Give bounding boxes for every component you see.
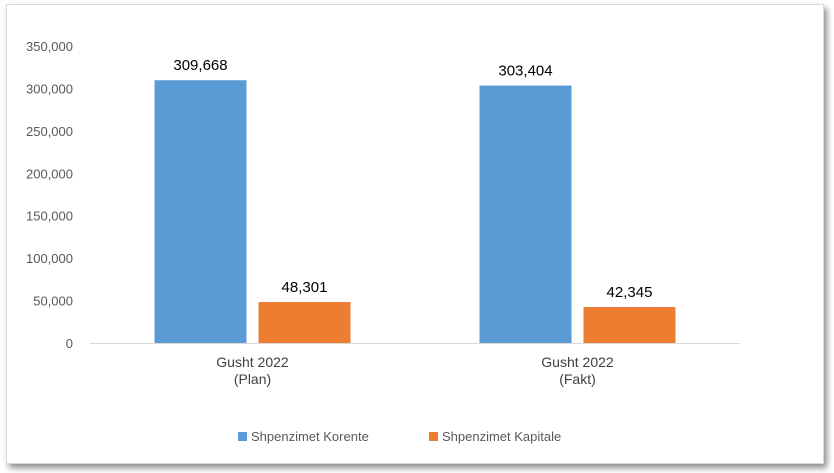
legend-label: Shpenzimet Korente [251,429,369,444]
x-tick-label: Gusht 2022 [541,354,614,370]
bar [154,80,247,344]
legend: Shpenzimet Korente Shpenzimet Kapitale [238,429,561,444]
bar [258,302,351,343]
y-tick-label: 50,000 [33,294,73,309]
bars [154,80,676,344]
chart-frame [6,4,824,464]
y-tick-label: 100,000 [26,251,73,266]
data-label: 309,668 [173,57,227,74]
bar [479,85,572,343]
x-tick-label: (Fakt) [559,371,596,387]
data-label: 42,345 [607,284,653,301]
x-tick-label: (Plan) [234,371,271,387]
y-tick-label: 350,000 [26,39,73,54]
category-labels: Gusht 2022(Plan)Gusht 2022(Fakt) [216,354,614,387]
data-label: 48,301 [282,279,328,296]
data-labels: 309,668 48,301 303,404 42,345 [173,57,652,301]
legend-label: Shpenzimet Kapitale [442,429,561,444]
data-label: 303,404 [498,63,552,80]
bar [583,307,676,343]
y-tick-label: 150,000 [26,209,73,224]
x-tick-label: Gusht 2022 [216,354,289,370]
y-tick-label: 250,000 [26,124,73,139]
legend-swatch [429,432,438,441]
legend-swatch [238,432,247,441]
y-tick-label: 300,000 [26,81,73,96]
y-tick-label: 200,000 [26,166,73,181]
y-tick-label: 0 [66,336,73,351]
y-axis-ticks: 0 50,000 100,000 150,000 200,000 250,000 300,0… [26,39,73,351]
